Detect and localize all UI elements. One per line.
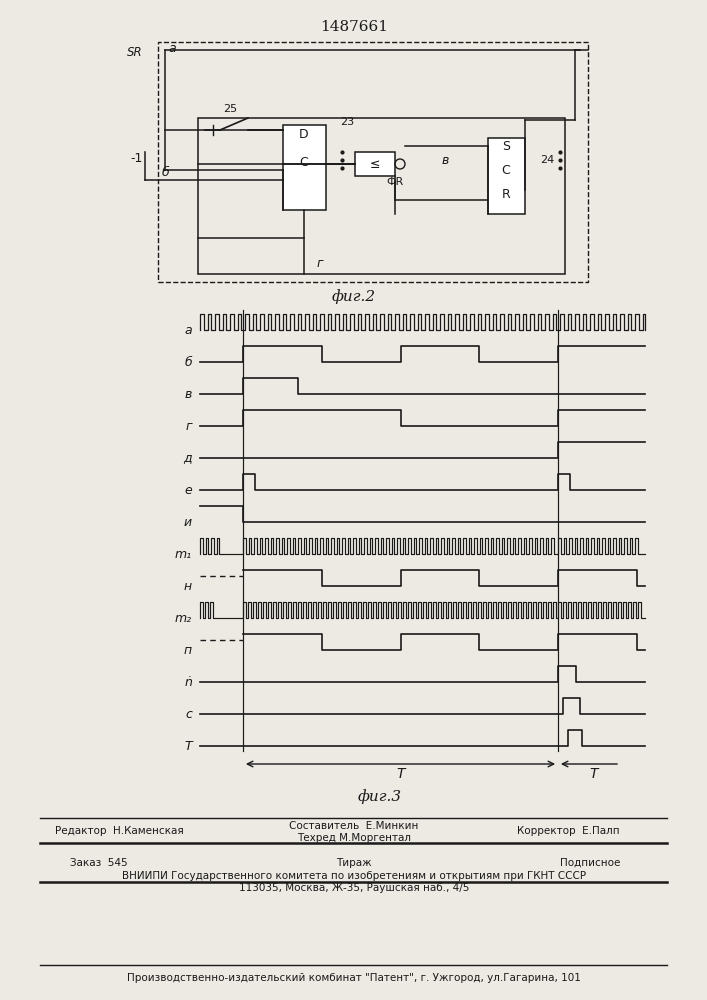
Text: Производственно-издательский комбинат "Патент", г. Ужгород, ул.Гагарина, 101: Производственно-издательский комбинат "П…: [127, 973, 581, 983]
Text: а: а: [168, 41, 175, 54]
Text: г: г: [185, 420, 192, 432]
Text: 113035, Москва, Ж-35, Раушская наб., 4/5: 113035, Москва, Ж-35, Раушская наб., 4/5: [239, 883, 469, 893]
Text: и: и: [184, 516, 192, 528]
Text: Заказ  545: Заказ 545: [70, 858, 128, 868]
Text: T: T: [185, 740, 192, 752]
Text: Техред М.Моргентал: Техред М.Моргентал: [297, 833, 411, 843]
Text: ВНИИПИ Государственного комитета по изобретениям и открытиям при ГКНТ СССР: ВНИИПИ Государственного комитета по изоб…: [122, 871, 586, 881]
Text: г: г: [317, 257, 323, 270]
Text: фиг.2: фиг.2: [332, 290, 376, 304]
Text: б: б: [185, 356, 192, 368]
Text: е: е: [185, 484, 192, 496]
Text: Подписное: Подписное: [560, 858, 620, 868]
Text: m₂: m₂: [175, 611, 192, 624]
Text: T: T: [396, 767, 404, 781]
Text: б: б: [162, 165, 170, 178]
Text: D: D: [299, 127, 309, 140]
Text: ṅ: ṅ: [184, 676, 192, 688]
Text: SR: SR: [127, 46, 143, 60]
Text: C: C: [300, 155, 308, 168]
Polygon shape: [488, 138, 525, 214]
Text: -1: -1: [131, 151, 143, 164]
Text: R: R: [502, 188, 510, 200]
Text: н: н: [184, 580, 192, 592]
Text: 23: 23: [340, 117, 354, 127]
Text: m₁: m₁: [175, 548, 192, 560]
Text: д: д: [183, 452, 192, 464]
Text: а: а: [185, 324, 192, 336]
Text: 25: 25: [223, 104, 237, 114]
Text: C: C: [502, 163, 510, 176]
Text: Составитель  Е.Минкин: Составитель Е.Минкин: [289, 821, 419, 831]
Text: 24: 24: [540, 155, 554, 165]
Text: в: в: [185, 387, 192, 400]
Text: Редактор  Н.Каменская: Редактор Н.Каменская: [55, 826, 184, 836]
Text: Корректор  Е.Палп: Корректор Е.Палп: [518, 826, 620, 836]
Text: фиг.3: фиг.3: [358, 789, 402, 804]
Polygon shape: [355, 152, 395, 176]
Text: ≤: ≤: [370, 157, 380, 170]
Text: в: в: [441, 153, 449, 166]
Text: ФR: ФR: [386, 177, 404, 187]
Text: 1487661: 1487661: [320, 20, 388, 34]
Text: п: п: [184, 644, 192, 656]
Text: Тираж: Тираж: [337, 858, 372, 868]
Text: T: T: [590, 767, 598, 781]
Text: S: S: [502, 139, 510, 152]
Polygon shape: [283, 125, 326, 210]
Text: с: с: [185, 708, 192, 720]
